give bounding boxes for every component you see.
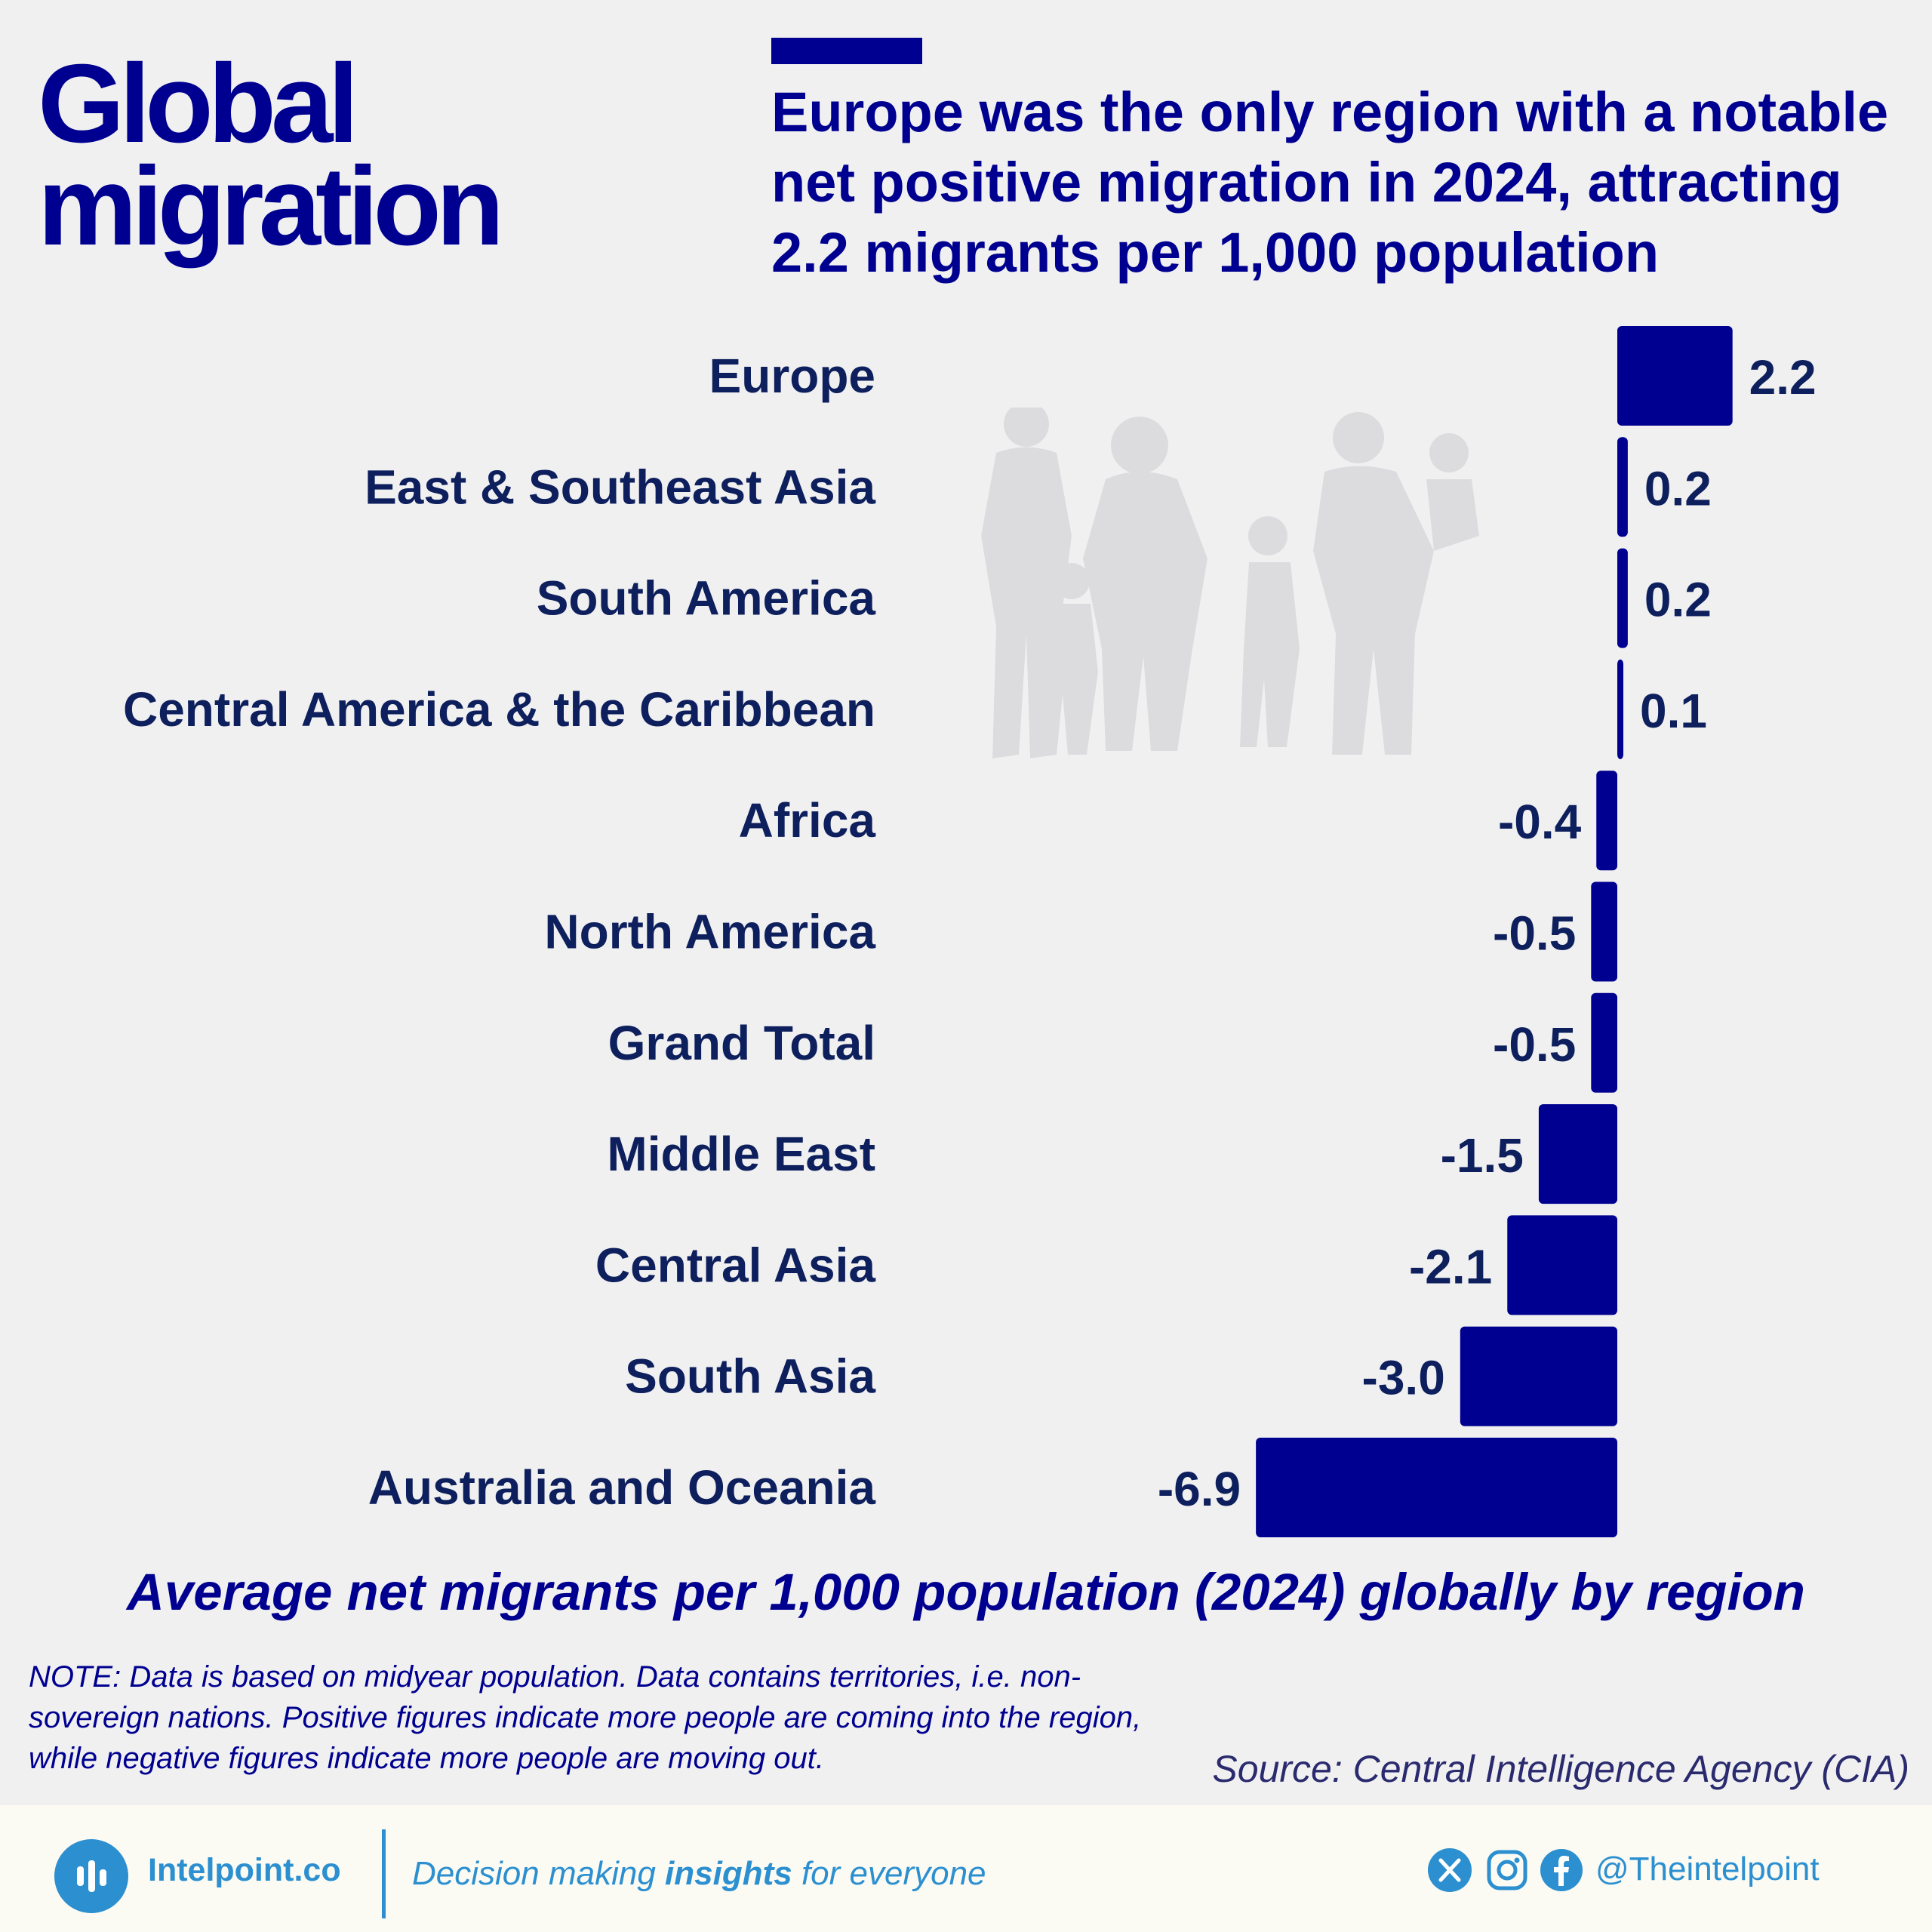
value-label-europe: 2.2 [1749, 350, 1817, 405]
bar-central-asia [1507, 1215, 1617, 1315]
value-label-south-america: 0.2 [1644, 573, 1712, 627]
category-label-grand-total: Grand Total [608, 1016, 875, 1070]
bar-grand-total [1591, 992, 1617, 1093]
category-label-central-asia: Central Asia [595, 1238, 876, 1292]
facebook-icon[interactable] [1540, 1848, 1583, 1892]
value-label-middle-east: -1.5 [1441, 1128, 1524, 1183]
data-note: NOTE: Data is based on midyear populatio… [29, 1660, 1142, 1775]
category-label-middle-east: Middle East [607, 1127, 875, 1181]
source-credit: Source: Central Intelligence Agency (CIA… [1212, 1748, 1909, 1790]
instagram-icon[interactable] [1485, 1848, 1529, 1892]
subtitle: Europe was the only region with a notabl… [771, 81, 1889, 284]
bar-africa [1596, 771, 1617, 871]
bar-middle-east [1538, 1104, 1617, 1204]
category-label-north-america: North America [544, 905, 875, 959]
bar-east-and-southeast-asia [1617, 437, 1628, 537]
value-label-africa: -0.4 [1498, 795, 1582, 849]
category-label-australia-and-oceania: Australia and Oceania [368, 1460, 876, 1515]
bar-north-america [1591, 881, 1617, 982]
category-label-south-america: South America [537, 571, 876, 626]
social-handle[interactable]: @Theintelpoint [1595, 1850, 1820, 1887]
accent-bar [771, 38, 922, 64]
bar-chart: Europe East & Southeast Asia South America… [123, 326, 1817, 1537]
category-label-europe: Europe [709, 349, 875, 403]
x-icon[interactable] [1428, 1848, 1472, 1892]
category-label-central-america-and-the-caribbean: Central America & the Caribbean [123, 682, 875, 737]
bar-central-america-and-the-caribbean [1617, 659, 1623, 759]
footer-divider [382, 1829, 386, 1918]
bar-australia-and-oceania [1256, 1438, 1617, 1537]
bar-south-america [1617, 548, 1628, 648]
value-label-south-asia: -3.0 [1362, 1351, 1445, 1405]
logo-bars-icon[interactable] [54, 1839, 128, 1913]
page-title: Global migration [38, 42, 504, 269]
value-label-east-and-southeast-asia: 0.2 [1644, 461, 1712, 515]
tagline: Decision making insights for everyone [412, 1855, 986, 1892]
value-label-central-america-and-the-caribbean: 0.1 [1640, 684, 1707, 738]
bar-europe [1617, 326, 1733, 426]
value-label-grand-total: -0.5 [1493, 1017, 1576, 1072]
category-label-africa: Africa [739, 793, 876, 848]
value-label-central-asia: -2.1 [1409, 1239, 1492, 1294]
value-label-australia-and-oceania: -6.9 [1158, 1462, 1241, 1516]
value-label-north-america: -0.5 [1493, 906, 1576, 961]
category-label-east-and-southeast-asia: East & Southeast Asia [365, 460, 875, 514]
brand-name[interactable]: Intelpoint.co [148, 1852, 341, 1888]
migrant-family-silhouette [981, 408, 1479, 758]
bar-south-asia [1460, 1326, 1617, 1426]
axis-caption: Average net migrants per 1,000 populatio… [127, 1563, 1805, 1621]
category-label-south-asia: South Asia [625, 1349, 875, 1404]
footer: Intelpoint.co Decision making insights f… [0, 1805, 1932, 1932]
